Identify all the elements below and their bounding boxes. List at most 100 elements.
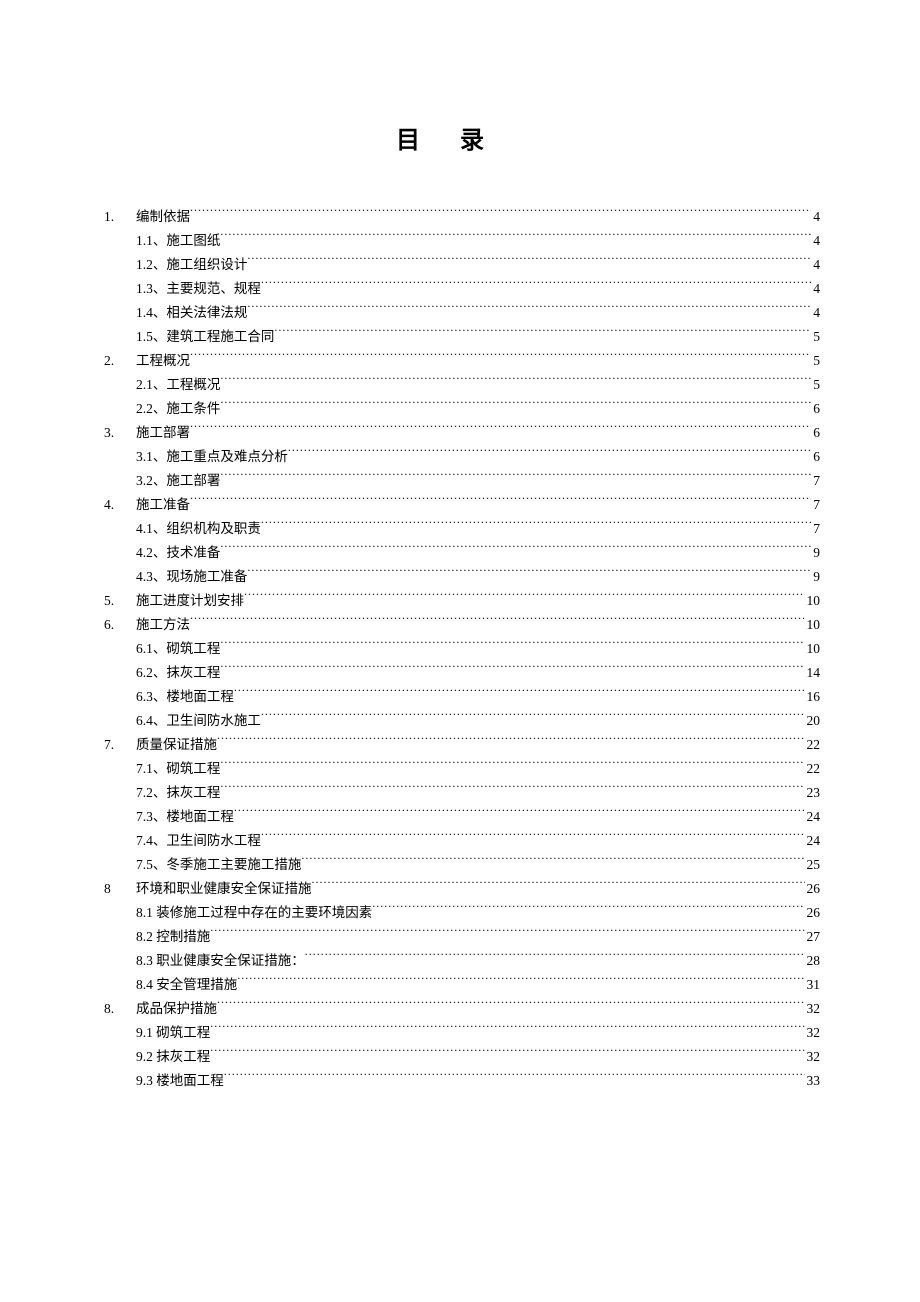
toc-entry-page: 10 [805, 637, 821, 661]
toc-title: 目录 [100, 120, 820, 155]
toc-entry-page: 28 [805, 949, 821, 973]
toc-entry-page: 25 [805, 853, 821, 877]
toc-entry-label: 施工准备 [136, 493, 190, 517]
toc-leader-dots [274, 328, 811, 342]
toc-entry-number: 6. [100, 613, 136, 637]
toc-entry: 3.2、施工部署7 [100, 469, 820, 493]
toc-entry-label: 环境和职业健康安全保证措施 [136, 877, 312, 901]
toc-leader-dots [220, 664, 804, 678]
toc-entry-page: 32 [805, 1045, 821, 1069]
toc-entry: 7.4、卫生间防水工程24 [100, 829, 820, 853]
toc-entry-label: 8.3 职业健康安全保证措施： [136, 949, 305, 973]
toc-entry: 2.1、工程概况5 [100, 373, 820, 397]
toc-entry-label: 9.1 砌筑工程 [136, 1021, 210, 1045]
toc-entry-number: 5. [100, 589, 136, 613]
toc-entry-label: 4.1、组织机构及职责 [136, 517, 261, 541]
toc-entry-label: 6.1、砌筑工程 [136, 637, 220, 661]
toc-entry-page: 5 [811, 325, 820, 349]
toc-entry-label: 7.2、抹灰工程 [136, 781, 220, 805]
toc-entry-page: 26 [805, 877, 821, 901]
toc-leader-dots [220, 376, 811, 390]
toc-leader-dots [288, 448, 811, 462]
toc-entry: 7.质量保证措施22 [100, 733, 820, 757]
toc-leader-dots [210, 1024, 804, 1038]
toc-leader-dots [220, 232, 811, 246]
toc-entry-label: 9.2 抹灰工程 [136, 1045, 210, 1069]
toc-entry-page: 24 [805, 805, 821, 829]
toc-leader-dots [190, 496, 811, 510]
toc-entry: 8.2 控制措施27 [100, 925, 820, 949]
toc-entry: 9.1 砌筑工程32 [100, 1021, 820, 1045]
toc-entry-page: 33 [805, 1069, 821, 1093]
toc-entry-label: 8.1 装修施工过程中存在的主要环境因素 [136, 901, 372, 925]
toc-entry-page: 16 [805, 685, 821, 709]
toc-entry-page: 7 [811, 493, 820, 517]
toc-entry-label: 7.4、卫生间防水工程 [136, 829, 261, 853]
toc-entry-number: 3. [100, 421, 136, 445]
toc-leader-dots [261, 280, 811, 294]
toc-entry: 8环境和职业健康安全保证措施 26 [100, 877, 820, 901]
toc-entry: 1.3、主要规范、规程4 [100, 277, 820, 301]
toc-entry: 6.2、抹灰工程14 [100, 661, 820, 685]
toc-entry: 9.3 楼地面工程 33 [100, 1069, 820, 1093]
toc-leader-dots [237, 976, 804, 990]
toc-entry: 7.1、砌筑工程22 [100, 757, 820, 781]
toc-entry-page: 4 [811, 253, 820, 277]
toc-entry-label: 1.4、相关法律法规 [136, 301, 247, 325]
toc-entry-page: 4 [811, 301, 820, 325]
toc-entry-number: 4. [100, 493, 136, 517]
toc-entry-number: 1. [100, 205, 136, 229]
toc-entry-label: 7.1、砌筑工程 [136, 757, 220, 781]
toc-entry-label: 7.5、冬季施工主要施工措施 [136, 853, 301, 877]
toc-entry-page: 27 [805, 925, 821, 949]
toc-leader-dots [234, 808, 805, 822]
toc-entry-label: 4.3、现场施工准备 [136, 565, 247, 589]
toc-entry: 5.施工进度计划安排10 [100, 589, 820, 613]
toc-entry-page: 22 [805, 733, 821, 757]
toc-leader-dots [224, 1072, 805, 1086]
toc-leader-dots [247, 568, 811, 582]
toc-entry-label: 编制依据 [136, 205, 190, 229]
toc-entry: 3.施工部署6 [100, 421, 820, 445]
toc-entry-label: 施工部署 [136, 421, 190, 445]
toc-entry-number: 8 [100, 877, 136, 901]
toc-entry-page: 32 [805, 997, 821, 1021]
toc-leader-dots [210, 1048, 804, 1062]
toc-entry: 1.1、施工图纸 4 [100, 229, 820, 253]
toc-leader-dots [220, 784, 804, 798]
toc-entry-label: 7.3、楼地面工程 [136, 805, 234, 829]
toc-leader-dots [261, 832, 805, 846]
toc-entry: 7.2、抹灰工程 23 [100, 781, 820, 805]
toc-entry: 4.1、组织机构及职责7 [100, 517, 820, 541]
toc-entry: 9.2 抹灰工程 32 [100, 1045, 820, 1069]
toc-leader-dots [247, 304, 811, 318]
toc-entry-page: 4 [811, 229, 820, 253]
toc-entry: 4.3、现场施工准备9 [100, 565, 820, 589]
toc-entry: 8.3 职业健康安全保证措施： 28 [100, 949, 820, 973]
toc-entry-label: 1.1、施工图纸 [136, 229, 220, 253]
toc-entry-label: 施工方法 [136, 613, 190, 637]
toc-entry-label: 6.2、抹灰工程 [136, 661, 220, 685]
toc-leader-dots [190, 352, 811, 366]
toc-entry-label: 9.3 楼地面工程 [136, 1069, 224, 1093]
toc-leader-dots [261, 520, 811, 534]
toc-entry-page: 6 [811, 397, 820, 421]
toc-entry: 4.2、技术准备 9 [100, 541, 820, 565]
toc-leader-dots [312, 880, 805, 894]
toc-leader-dots [220, 472, 811, 486]
toc-entry-page: 23 [805, 781, 821, 805]
toc-entry-page: 5 [811, 349, 820, 373]
toc-entry-page: 9 [811, 541, 820, 565]
toc-entry-page: 31 [805, 973, 821, 997]
toc-leader-dots [217, 736, 805, 750]
toc-entry-label: 1.2、施工组织设计 [136, 253, 247, 277]
toc-entry-label: 4.2、技术准备 [136, 541, 220, 565]
toc-entry-number: 8. [100, 997, 136, 1021]
toc-leader-dots [244, 592, 805, 606]
toc-entry: 8.4 安全管理措施31 [100, 973, 820, 997]
toc-entry: 6.施工方法10 [100, 613, 820, 637]
toc-entry: 8.1 装修施工过程中存在的主要环境因素26 [100, 901, 820, 925]
toc-leader-dots [220, 400, 811, 414]
toc-leader-dots [305, 952, 805, 966]
toc-entry: 8.成品保护措施32 [100, 997, 820, 1021]
